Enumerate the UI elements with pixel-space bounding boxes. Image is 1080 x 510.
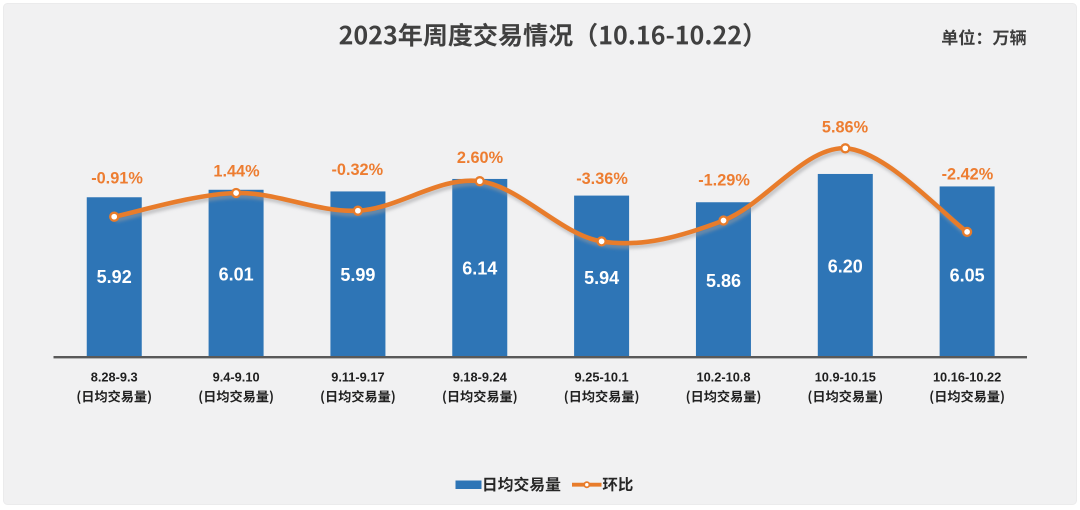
svg-text:5.92: 5.92	[97, 267, 132, 287]
svg-text:1.44%: 1.44%	[213, 163, 260, 181]
svg-text:10.2-10.8: 10.2-10.8	[696, 370, 750, 385]
svg-text:-0.32%: -0.32%	[332, 161, 384, 179]
svg-text:9.18-9.24: 9.18-9.24	[453, 370, 508, 385]
svg-text:5.94: 5.94	[584, 268, 619, 288]
svg-text:10.16-10.22: 10.16-10.22	[933, 370, 1001, 385]
svg-text:10.9-10.15: 10.9-10.15	[815, 370, 876, 385]
svg-text:5.86: 5.86	[706, 271, 741, 291]
svg-text:-3.36%: -3.36%	[576, 170, 628, 188]
svg-text:8.28-9.3: 8.28-9.3	[91, 370, 138, 385]
svg-text:-1.29%: -1.29%	[698, 171, 750, 189]
svg-text:9.11-9.17: 9.11-9.17	[331, 370, 384, 385]
svg-text:6.20: 6.20	[828, 257, 863, 277]
svg-text:2.60%: 2.60%	[457, 149, 504, 167]
svg-text:5.86%: 5.86%	[822, 118, 869, 136]
svg-text:6.05: 6.05	[950, 265, 985, 285]
svg-text:6.01: 6.01	[219, 265, 254, 285]
svg-text:9.25-10.1: 9.25-10.1	[575, 370, 629, 385]
svg-text:9.4-9.10: 9.4-9.10	[213, 370, 260, 385]
svg-text:6.14: 6.14	[462, 258, 497, 278]
svg-text:5.99: 5.99	[340, 265, 375, 285]
svg-text:-0.91%: -0.91%	[91, 170, 143, 188]
svg-text:-2.42%: -2.42%	[942, 165, 994, 183]
